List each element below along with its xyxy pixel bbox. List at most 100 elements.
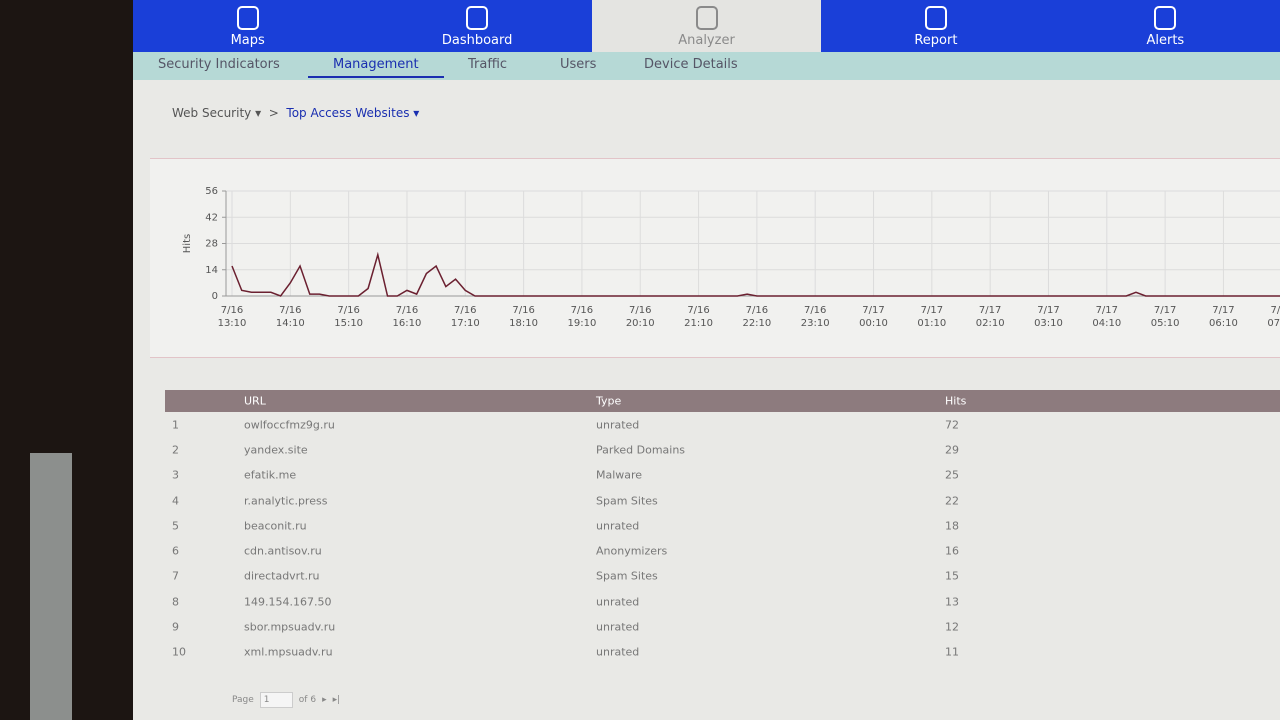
- row-number: 6: [172, 544, 179, 558]
- hits: 72: [945, 418, 959, 432]
- url: xml.mpsuadv.ru: [244, 645, 333, 659]
- nav-icon: [924, 6, 947, 30]
- table-row: 4 r.analytic.press Spam Sites 22: [165, 488, 1280, 513]
- x-tick-label: 7/16 18:10: [509, 305, 538, 329]
- next-page[interactable]: ▸: [322, 695, 327, 705]
- sub-tab[interactable]: Device Details: [644, 57, 738, 72]
- table-row: 7 directadvrt.ru Spam Sites 15: [165, 564, 1280, 589]
- x-tick-label: 7/16 15:10: [334, 305, 363, 329]
- breadcrumb: Web Security ▾ > Top Access Websites ▾: [172, 106, 420, 120]
- hits: 13: [945, 595, 959, 609]
- hits: 25: [945, 468, 959, 482]
- url: owlfoccfmz9g.ru: [244, 418, 335, 432]
- breadcrumb-category[interactable]: Web Security: [172, 106, 252, 120]
- main-nav: Maps Dashboard Analyzer Report Alerts: [133, 0, 1280, 52]
- nav-label: Maps: [230, 33, 265, 48]
- url: efatik.me: [244, 468, 297, 482]
- type: unrated: [596, 645, 640, 659]
- nav-icon: [466, 6, 489, 30]
- type: Malware: [596, 468, 643, 482]
- nav-tab[interactable]: Report: [821, 0, 1050, 52]
- nav-tab[interactable]: Analyzer: [591, 0, 822, 52]
- type: Parked Domains: [596, 443, 686, 457]
- series-line: [231, 251, 1280, 297]
- type: unrated: [596, 418, 640, 432]
- breadcrumb-page[interactable]: Top Access Websites: [286, 106, 410, 120]
- hits: 12: [945, 620, 959, 634]
- row-number: 2: [172, 443, 179, 457]
- x-tick-label: 7/17 02:10: [976, 305, 1005, 329]
- nav-label: Report: [914, 33, 958, 48]
- hits: 29: [945, 443, 959, 457]
- url: directadvrt.ru: [244, 569, 320, 583]
- y-tick-label: 56: [205, 186, 218, 197]
- nav-tab[interactable]: Dashboard: [362, 0, 591, 52]
- x-tick-label: 7/16 22:10: [742, 305, 771, 329]
- sub-tab[interactable]: Security Indicators: [158, 57, 280, 72]
- type: unrated: [596, 519, 640, 533]
- row-number: 10: [172, 645, 186, 659]
- bezel: [0, 0, 133, 720]
- x-tick-label: 7/16 19:10: [568, 305, 597, 329]
- row-number: 7: [172, 569, 179, 583]
- sub-tab[interactable]: Management: [308, 57, 444, 78]
- table-row: 8 149.154.167.50 unrated 13: [165, 589, 1280, 614]
- table-row: 6 cdn.antisov.ru Anonymizers 16: [165, 538, 1280, 563]
- table-row: 5 beaconit.ru unrated 18: [165, 513, 1280, 538]
- chart-card: Hits 0 14 28 42 56 7/16 13:10 7/16 14:10 7/16 15:10…: [150, 158, 1280, 358]
- nav-icon: [695, 6, 718, 30]
- bezel-bar: [30, 453, 72, 720]
- row-number: 3: [172, 468, 179, 482]
- pagination: Page 1 of 6 ▸ ▸|: [232, 692, 340, 708]
- table-row: 10 xml.mpsuadv.ru unrated 11: [165, 640, 1280, 665]
- row-number: 1: [172, 418, 179, 432]
- row-number: 5: [172, 519, 179, 533]
- nav-icon: [1154, 6, 1177, 30]
- table-row: 2 yandex.site Parked Domains 29: [165, 437, 1280, 462]
- x-tick-label: 7/16 14:10: [276, 305, 305, 329]
- type: Anonymizers: [596, 544, 668, 558]
- x-tick-label: 7/16 16:10: [393, 305, 422, 329]
- url: sbor.mpsuadv.ru: [244, 620, 336, 634]
- nav-tab[interactable]: Maps: [133, 0, 362, 52]
- url: 149.154.167.50: [244, 595, 332, 609]
- url: cdn.antisov.ru: [244, 544, 322, 558]
- row-number: 4: [172, 494, 179, 508]
- x-tick-label: 7/16 21:10: [684, 305, 713, 329]
- sub-tab[interactable]: Traffic: [468, 57, 508, 72]
- x-tick-label: 7/17 03:10: [1034, 305, 1063, 329]
- x-tick-label: 7/16 17:10: [451, 305, 480, 329]
- type: unrated: [596, 620, 640, 634]
- sub-nav: Security Indicators Management Traffic User…: [133, 52, 1280, 80]
- x-tick-label: 7/1707:10: [1267, 305, 1280, 329]
- type: Spam Sites: [596, 494, 658, 508]
- hits: 15: [945, 569, 959, 583]
- x-tick-label: 7/17 05:10: [1151, 305, 1180, 329]
- y-tick-label: 28: [205, 239, 218, 250]
- table-row: 9 sbor.mpsuadv.ru unrated 12: [165, 614, 1280, 639]
- type: Spam Sites: [596, 569, 658, 583]
- last-page[interactable]: ▸|: [332, 695, 341, 705]
- y-tick-label: 42: [205, 212, 218, 223]
- x-tick-label: 7/16 13:10: [218, 305, 247, 329]
- table-row: 1 owlfoccfmz9g.ru unrated 72: [165, 412, 1280, 437]
- y-tick-label: 0: [212, 291, 218, 302]
- y-tick-label: 14: [205, 265, 218, 276]
- hits: 18: [945, 519, 959, 533]
- column-header: Hits: [945, 394, 967, 408]
- url: beaconit.ru: [244, 519, 307, 533]
- nav-label: Analyzer: [678, 33, 735, 48]
- x-tick-label: 7/17 00:10: [859, 305, 888, 329]
- column-header: Type: [596, 394, 622, 408]
- nav-tab[interactable]: Alerts: [1051, 0, 1280, 52]
- x-tick-label: 7/16 23:10: [801, 305, 830, 329]
- y-axis-label: Hits: [182, 234, 193, 253]
- page-input[interactable]: 1: [259, 692, 293, 708]
- url: yandex.site: [244, 443, 308, 457]
- nav-label: Alerts: [1146, 33, 1185, 48]
- x-tick-label: 7/17 06:10: [1209, 305, 1238, 329]
- url: r.analytic.press: [244, 494, 328, 508]
- hits: 22: [945, 494, 959, 508]
- sub-tab[interactable]: Users: [560, 57, 597, 72]
